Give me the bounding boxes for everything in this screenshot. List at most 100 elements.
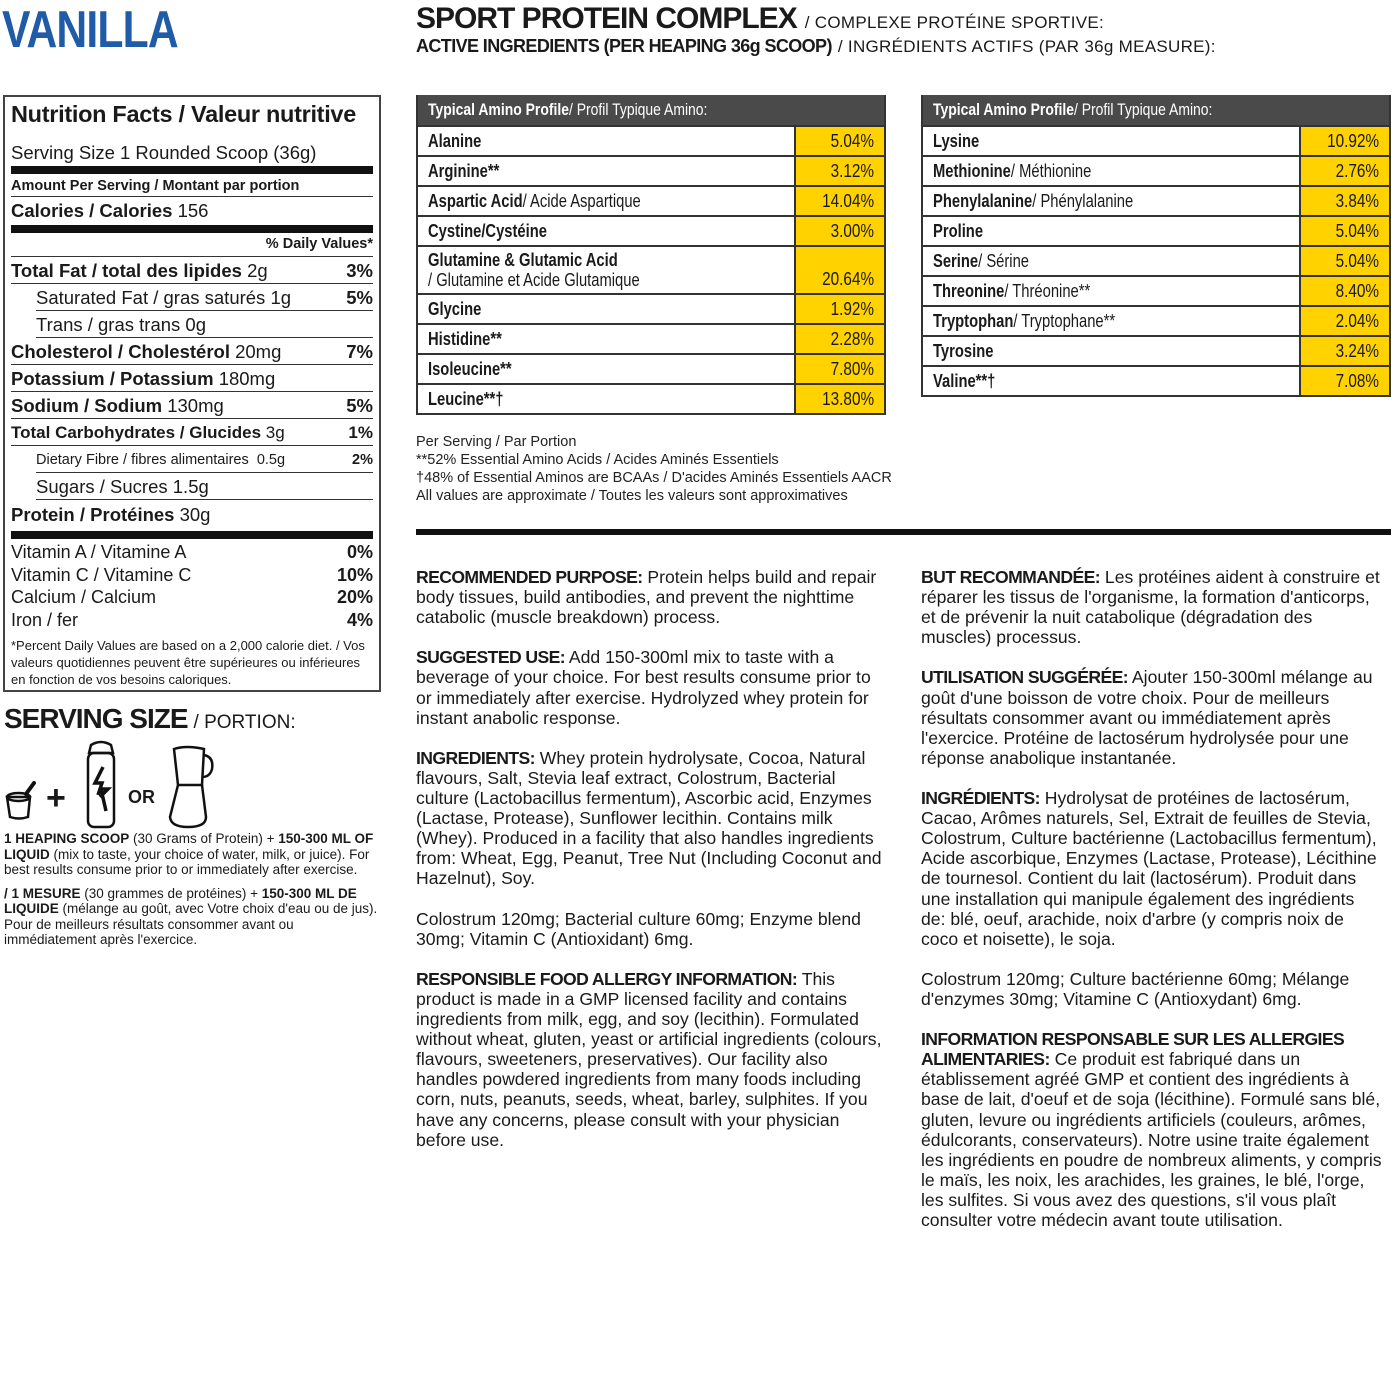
serving-fr-text-1: (30 grammes de protéines) + bbox=[80, 885, 262, 901]
amino-name-text: Glutamine & Glutamic Acid / Glutamine et … bbox=[428, 250, 640, 290]
amino-name-text: Alanine bbox=[428, 127, 481, 155]
nutrient-label: Potassium / Potassium 180mg bbox=[11, 367, 275, 391]
amino-name: Histidine** bbox=[418, 325, 794, 353]
amino-name: Isoleucine** bbox=[418, 355, 794, 383]
amino-value: 3.12% bbox=[794, 157, 884, 185]
amino-name-en: Threonine bbox=[933, 281, 1005, 301]
amino-name-fr: / Glutamine et Acide Glutamique bbox=[428, 270, 640, 290]
serving-en-bold-2: 150-300 ML OF LIQUID bbox=[4, 831, 374, 862]
nutrient-label: Cholesterol / Cholestérol 20mg bbox=[11, 340, 281, 364]
amino-name: Tyrosine bbox=[923, 337, 1299, 365]
text-paragraph: INGREDIENTS: Whey protein hydrolysate, C… bbox=[416, 748, 888, 889]
french-text-column: BUT RECOMMANDÉE: Les protéines aident à … bbox=[921, 567, 1383, 1250]
nutrient-label: Total Fat / total des lipides 2g bbox=[11, 259, 268, 283]
nutrient-name: Saturated Fat / gras saturés bbox=[36, 287, 266, 308]
nutrient-amount: 180mg bbox=[218, 368, 276, 389]
nutrient-row: Saturated Fat / gras saturés 1g 5% bbox=[36, 284, 373, 311]
amino-row: Methionine / Méthionine 2.76% bbox=[923, 155, 1389, 185]
or-label: OR bbox=[128, 787, 155, 807]
vitamin-row: Calcium / Calcium 20% bbox=[11, 586, 373, 609]
amino-name: Leucine**† bbox=[418, 385, 794, 413]
amino-name-text: Cystine/Cystéine bbox=[428, 217, 547, 245]
amino-name-en: Cystine/Cystéine bbox=[428, 221, 547, 241]
serving-instructions-fr: / 1 MESURE (30 grammes de protéines) + 1… bbox=[4, 886, 382, 948]
note: **52% Essential Amino Acids / Acides Ami… bbox=[416, 452, 779, 468]
paragraph-heading: RESPONSIBLE FOOD ALLERGY INFORMATION: bbox=[416, 968, 798, 989]
amino-row: Arginine** 3.12% bbox=[418, 155, 884, 185]
flavor-title: VANILLA bbox=[2, 1, 179, 59]
text-paragraph: Colostrum 120mg; Culture bactérienne 60m… bbox=[921, 969, 1383, 1009]
nutrient-dv: 5% bbox=[346, 395, 373, 416]
nutrient-amount: 30g bbox=[179, 504, 211, 525]
amino-table-right: Typical Amino Profile / Profil Typique A… bbox=[921, 95, 1391, 397]
vitamin-row: Vitamin A / Vitamine A 0% bbox=[11, 541, 373, 564]
amino-name-en: Aspartic Acid bbox=[428, 191, 523, 211]
amino-value: 7.80% bbox=[794, 355, 884, 383]
amino-row: Threonine / Thréonine** 8.40% bbox=[923, 275, 1389, 305]
nutrient-name: Sodium / Sodium bbox=[11, 395, 163, 416]
nutrient-row: Cholesterol / Cholestérol 20mg 7% bbox=[11, 338, 373, 365]
nutrient-dv: 2% bbox=[352, 452, 373, 468]
amino-row: Tryptophan / Tryptophane** 2.04% bbox=[923, 305, 1389, 335]
amino-header-regular: / Profil Typique Amino: bbox=[1073, 100, 1213, 119]
calories-text: Calories / Calories 156 bbox=[11, 199, 208, 223]
text-paragraph: INFORMATION RESPONSABLE SUR LES ALLERGIE… bbox=[921, 1029, 1383, 1230]
section-divider bbox=[416, 529, 1391, 535]
nutrient-row: Protein / Protéines 30g bbox=[11, 500, 373, 527]
nutrient-name: Total Fat / total des lipides bbox=[11, 260, 242, 281]
vitamin-label: Calcium / Calcium bbox=[11, 587, 157, 607]
text-paragraph: INGRÉDIENTS: Hydrolysat de protéines de … bbox=[921, 788, 1383, 949]
amino-name: Methionine / Méthionine bbox=[923, 157, 1299, 185]
serving-heading-line: SERVING SIZE / PORTION: bbox=[4, 703, 382, 735]
amino-notes: Per Serving / Par Portion **52% Essentia… bbox=[416, 433, 892, 505]
paragraph-body: Colostrum 120mg; Bacterial culture 60mg;… bbox=[416, 908, 861, 949]
amino-name-en: Tryptophan bbox=[933, 311, 1014, 331]
paragraph-heading: SUGGESTED USE: bbox=[416, 647, 566, 668]
amino-value: 1.92% bbox=[794, 295, 884, 323]
nutrient-amount: 1.5g bbox=[172, 476, 209, 497]
vitamin-dv: 0% bbox=[346, 542, 373, 562]
amino-name-text: Histidine** bbox=[428, 325, 502, 353]
amino-name-en: Proline bbox=[933, 221, 984, 241]
amino-name-en: Methionine bbox=[933, 161, 1011, 181]
amino-name-text: Threonine / Thréonine** bbox=[933, 277, 1090, 305]
amino-row: Valine**† 7.08% bbox=[923, 365, 1389, 395]
amino-name: Cystine/Cystéine bbox=[418, 217, 794, 245]
title-main-fr: / COMPLEXE PROTÉINE SPORTIVE: bbox=[804, 13, 1105, 32]
nutrient-label: Sodium / Sodium 130mg bbox=[11, 394, 224, 418]
amino-name-fr: / Méthionine bbox=[1010, 161, 1092, 181]
amino-name: Proline bbox=[923, 217, 1299, 245]
title-main: SPORT PROTEIN COMPLEX bbox=[416, 2, 798, 35]
amino-row: Cystine/Cystéine 3.00% bbox=[418, 215, 884, 245]
nutrient-row: Sodium / Sodium 130mg 5% bbox=[11, 392, 373, 419]
amino-value: 5.04% bbox=[1299, 247, 1389, 275]
amino-name: Serine / Sérine bbox=[923, 247, 1299, 275]
nutrient-dv: 1% bbox=[348, 423, 373, 442]
nutrient-row: Dietary Fibre / fibres alimentaires 0.5g… bbox=[36, 446, 373, 473]
amino-name-fr: / Sérine bbox=[978, 251, 1030, 271]
amino-row: Alanine 5.04% bbox=[418, 125, 884, 155]
scoop-icon bbox=[5, 781, 36, 820]
amino-value: 3.84% bbox=[1299, 187, 1389, 215]
paragraph-heading: INGREDIENTS: bbox=[416, 747, 536, 768]
amino-name-text: Proline bbox=[933, 217, 983, 245]
amino-value-text: 3.12% bbox=[830, 161, 874, 181]
amino-name-fr: / Phénylalanine bbox=[1032, 191, 1134, 211]
paragraph-heading: INGRÉDIENTS: bbox=[921, 788, 1041, 809]
serving-fr-bold-1: / 1 MESURE bbox=[4, 885, 81, 901]
nutrient-dv: 7% bbox=[346, 341, 373, 362]
amino-value-text: 1.92% bbox=[830, 299, 874, 319]
divider bbox=[11, 531, 373, 539]
paragraph-body: Ajouter 150-300ml mélange au goût d'une … bbox=[921, 667, 1373, 768]
amino-name-text: Valine**† bbox=[933, 367, 995, 395]
paragraph-body: Protein helps build and repair body tiss… bbox=[416, 567, 877, 628]
amino-name: Tryptophan / Tryptophane** bbox=[923, 307, 1299, 335]
calories-row: Calories / Calories 156 bbox=[11, 197, 373, 223]
amino-name-fr: / Tryptophane** bbox=[1013, 311, 1116, 331]
nutrient-rows: Total Fat / total des lipides 2g 3% Satura… bbox=[11, 257, 373, 527]
nutrient-name: Sugars / Sucres bbox=[36, 476, 168, 497]
nutrient-amount: 0.5g bbox=[256, 452, 286, 468]
vitamin-dv: 20% bbox=[336, 587, 373, 607]
paragraph-body: Colostrum 120mg; Culture bactérienne 60m… bbox=[921, 968, 1350, 1009]
amino-header-text: Typical Amino Profile / Profil Typique A… bbox=[428, 95, 707, 125]
